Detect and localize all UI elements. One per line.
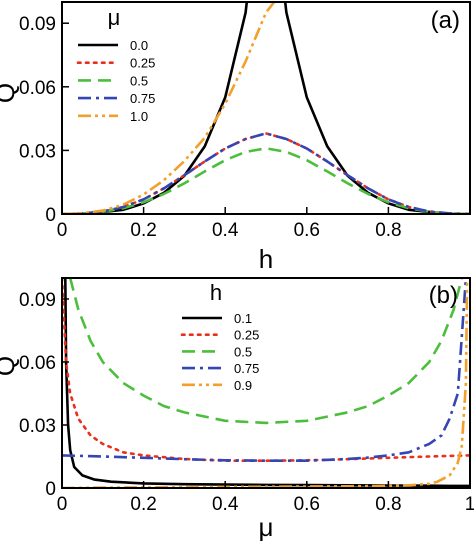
chart-0-series-3-line [62,132,470,214]
chart-0-series-group [62,2,470,214]
chart-1-legend-title: h [210,280,222,305]
chart-1-x-axis-label: μ [259,512,274,542]
chart-1-ytick-label: 0 [45,479,56,500]
chart-0-ytick-label: 0.06 [19,78,56,99]
chart-1-legend-label-1: 0.25 [234,328,259,343]
chart-1-y-axis-label: Q [0,356,20,376]
chart-0-panel-label: (a) [431,7,460,34]
chart-1-xtick-label: 0.8 [375,494,401,515]
chart-0-legend-label-4: 1.0 [130,109,148,124]
chart-0-ytick-label: 0.09 [19,14,56,35]
chart-0-legend-label-0: 0.0 [130,38,148,53]
chart-0-xtick-label: 0 [57,220,68,241]
chart-1-series-1-line [62,278,470,463]
chart-0-series-2-line [62,147,470,214]
chart-1-series-4-line [62,278,469,488]
chart-1-xtick-label: 1 [465,494,474,515]
chart-0-xtick-label: 0.6 [294,220,320,241]
chart-1-xtick-label: 0 [57,494,68,515]
chart-1-ytick-label: 0.06 [19,353,56,374]
chart-0-plot-frame [61,1,471,215]
chart-0-xtick-label: 0.4 [212,220,239,241]
chart-1-legend-label-4: 0.9 [234,378,252,393]
chart-1-xtick-label: 0.2 [130,494,156,515]
chart-0-legend-title: μ [108,5,121,30]
chart-0-legend-label-3: 0.75 [130,91,155,106]
chart-0-xtick-label: 0.2 [130,220,156,241]
chart-0-y-axis-label: Q [0,83,20,103]
chart-1-ytick-label: 0.09 [19,290,56,311]
chart-0-xtick-label: 0.8 [375,220,401,241]
chart-1-xtick-label: 0.4 [212,494,239,515]
chart-1-plot-frame [61,277,471,489]
chart-0-ytick-label: 0 [45,205,56,226]
chart-1-ytick-label: 0.03 [19,416,56,437]
chart-0-ytick-label: 0.03 [19,141,56,162]
chart-1-legend-label-2: 0.5 [234,344,252,359]
chart-1-series-0-line [64,278,470,488]
chart-1-series-group [62,278,470,488]
chart-0-legend: μ 0.0 0.25 0.5 0.75 1.0 [76,5,155,124]
chart-1-series-3-line [62,278,468,463]
chart-1-xtick-label: 0.6 [294,494,320,515]
chart-0-series-1-line [62,132,470,214]
chart-0-series-0-line [62,2,470,214]
chart-1-legend: h 0.1 0.250.5 0.75 0.9 [180,280,259,393]
chart-1-series-2-line [68,278,464,425]
chart-1-panel-label: (b) [429,282,458,309]
chart-0-legend-label-1: 0.25 [130,56,155,71]
chart-0-series-4-line [62,2,276,214]
chart-1-legend-label-3: 0.75 [234,361,259,376]
chart-1-legend-label-0: 0.1 [234,311,252,326]
chart-0-x-axis-label: h [259,244,273,274]
chart-0-legend-label-2: 0.5 [130,73,148,88]
